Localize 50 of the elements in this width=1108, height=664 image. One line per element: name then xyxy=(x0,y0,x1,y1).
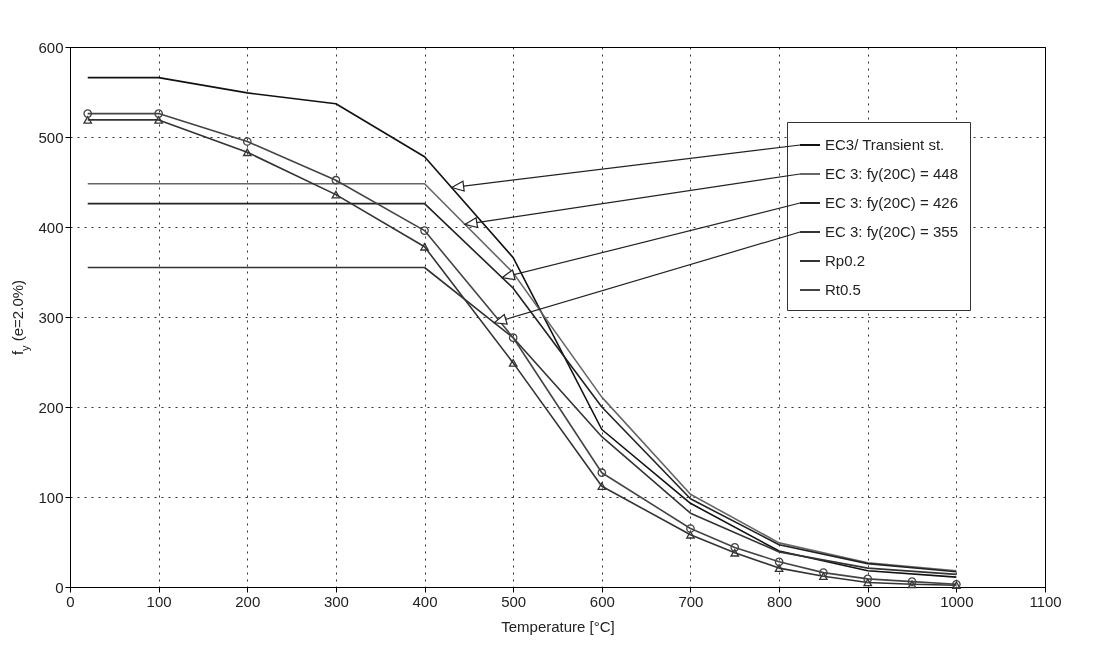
point xyxy=(154,109,163,118)
point xyxy=(154,116,163,124)
x-tick-label: 900 xyxy=(855,592,881,610)
y-tick-label: 300 xyxy=(38,308,64,326)
y-tick-label: 600 xyxy=(38,38,64,56)
x-tick-label: 700 xyxy=(678,592,704,610)
legend-label: Rt0.5 xyxy=(825,281,861,298)
point xyxy=(863,578,873,587)
x-tick-label: 300 xyxy=(323,592,349,610)
point xyxy=(242,137,252,146)
x-tick-label: 800 xyxy=(767,592,793,610)
legend-label: EC 3: fy(20C) = 426 xyxy=(825,194,958,211)
x-tick-label: 500 xyxy=(501,592,527,610)
point xyxy=(597,468,607,478)
point xyxy=(83,109,93,118)
point xyxy=(597,482,607,491)
legend-label: EC 3: fy(20C) = 448 xyxy=(825,165,958,182)
point xyxy=(819,572,828,581)
point xyxy=(331,190,341,199)
x-tick-label: 1100 xyxy=(1029,592,1062,610)
y-tick-label: 0 xyxy=(55,578,64,596)
point xyxy=(420,242,429,251)
x-tick-label: 200 xyxy=(235,592,261,610)
point xyxy=(774,564,784,572)
point xyxy=(686,530,695,539)
point xyxy=(819,568,828,577)
point xyxy=(863,574,873,584)
x-tick-label: 600 xyxy=(589,592,615,610)
y-tick-label: 500 xyxy=(38,128,64,146)
point xyxy=(686,524,695,533)
y-tick-label: 100 xyxy=(38,488,64,506)
point xyxy=(331,175,341,185)
point xyxy=(508,333,518,343)
x-tick-label: 100 xyxy=(146,592,172,610)
point xyxy=(420,226,429,235)
x-tick-label: 0 xyxy=(66,592,75,610)
point xyxy=(83,116,93,124)
legend-label: Rp0.2 xyxy=(825,252,866,269)
x-tick-label: 400 xyxy=(412,592,438,610)
x-tick-label: 1000 xyxy=(940,592,974,610)
legend-label: EC3/ Transient st. xyxy=(825,136,945,153)
point xyxy=(730,548,740,557)
point xyxy=(730,543,740,552)
legend-label: EC 3: fy(20C) = 355 xyxy=(825,223,958,240)
x-axis-title: Temperature [°C] xyxy=(501,617,615,635)
point xyxy=(508,359,518,367)
point xyxy=(774,557,784,567)
y-tick-label: 200 xyxy=(38,398,64,416)
y-tick-label: 400 xyxy=(38,218,64,236)
point xyxy=(242,148,252,157)
